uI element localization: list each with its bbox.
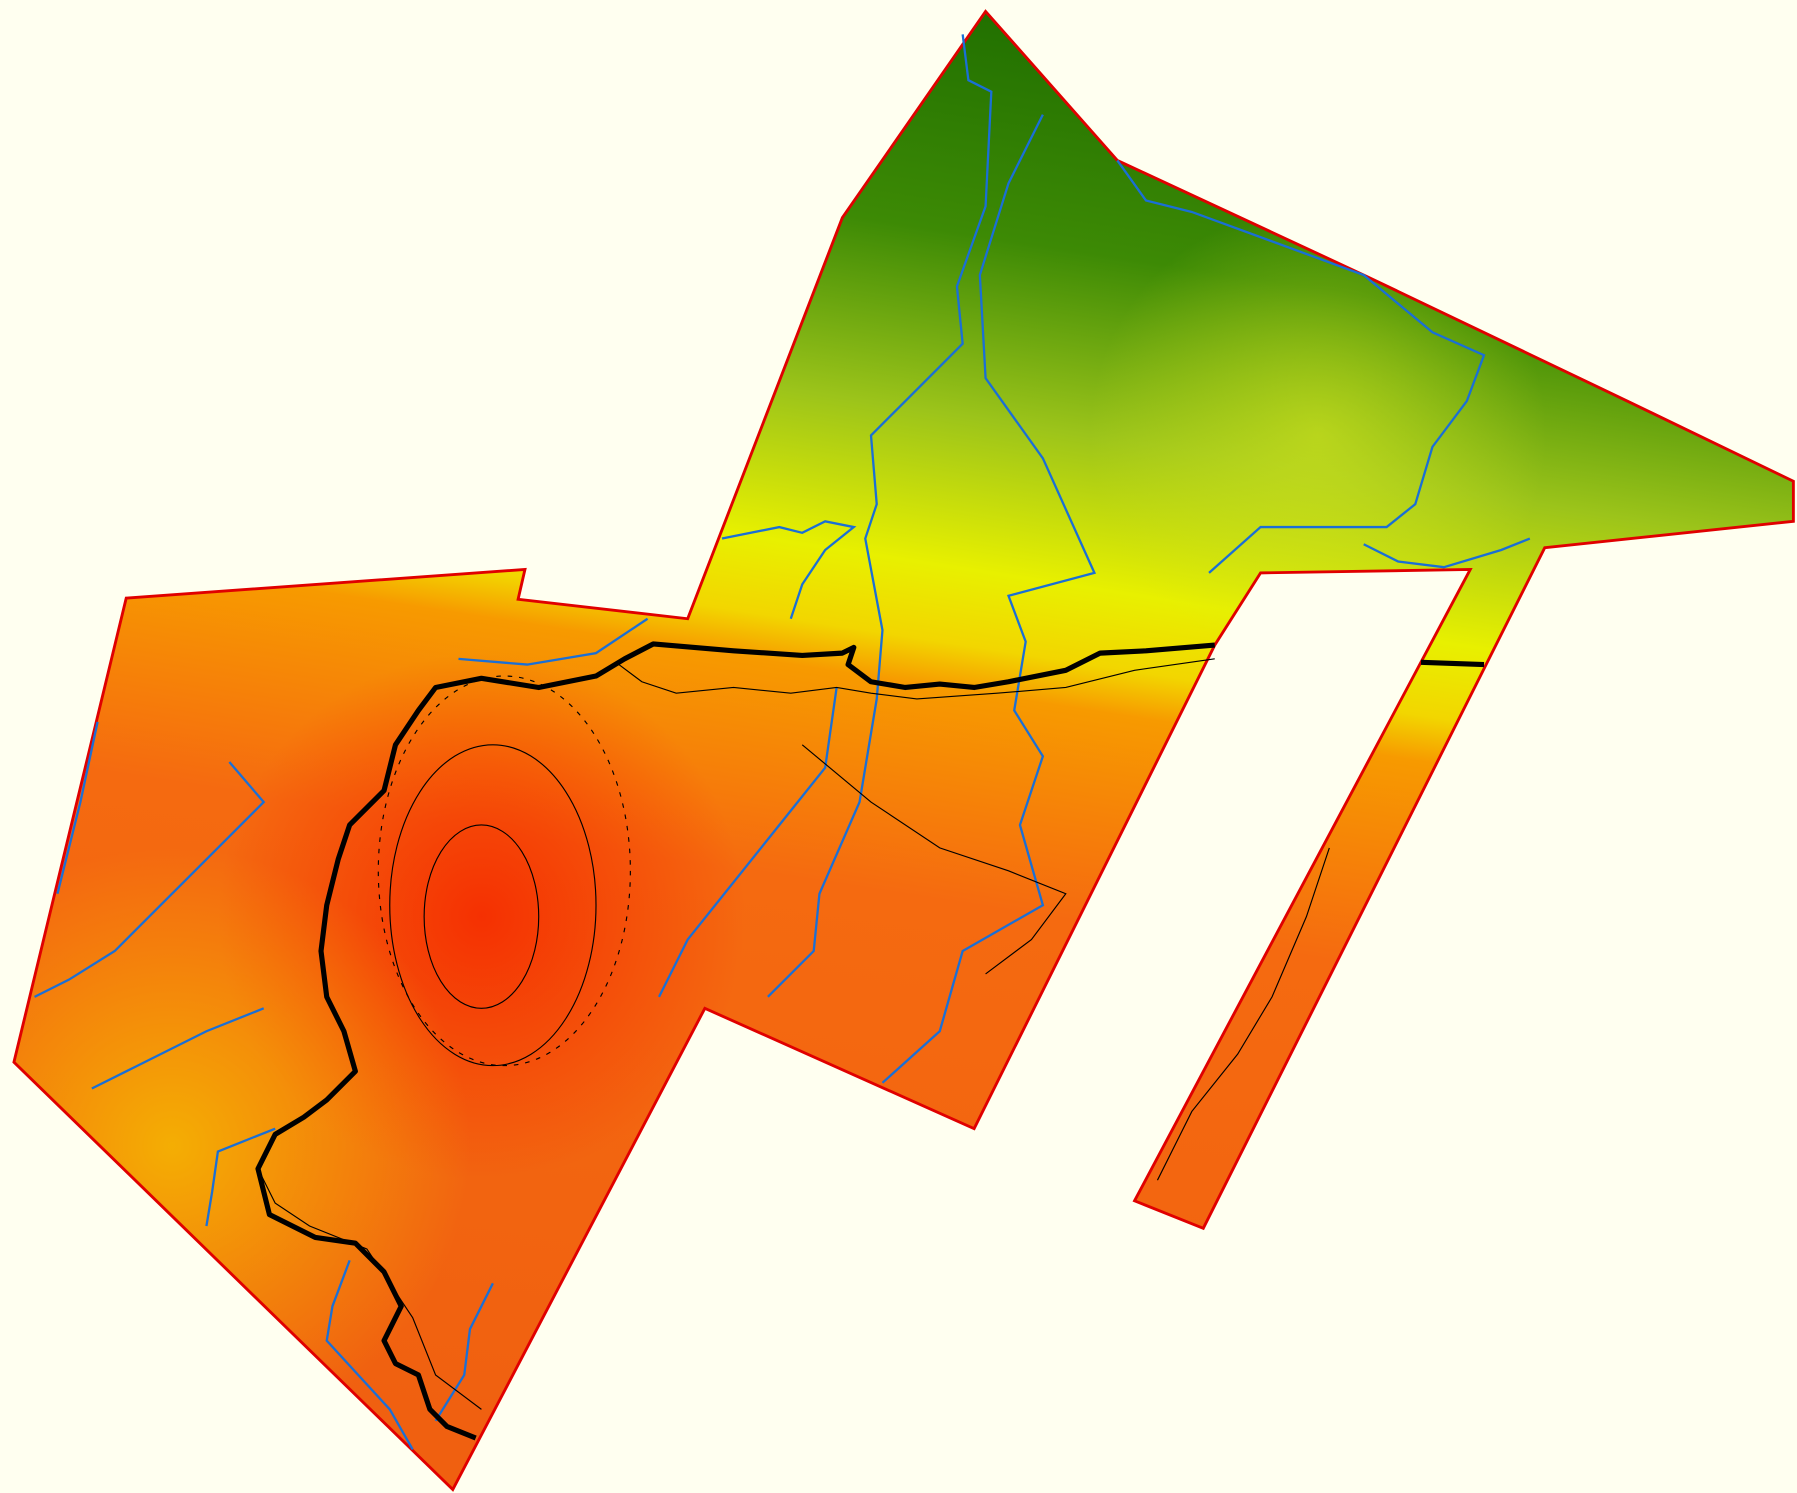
contour-major — [255, 641, 1215, 1441]
contour-major — [1420, 659, 1485, 668]
contour-minor — [257, 658, 1330, 1410]
streams — [34, 34, 1531, 1451]
